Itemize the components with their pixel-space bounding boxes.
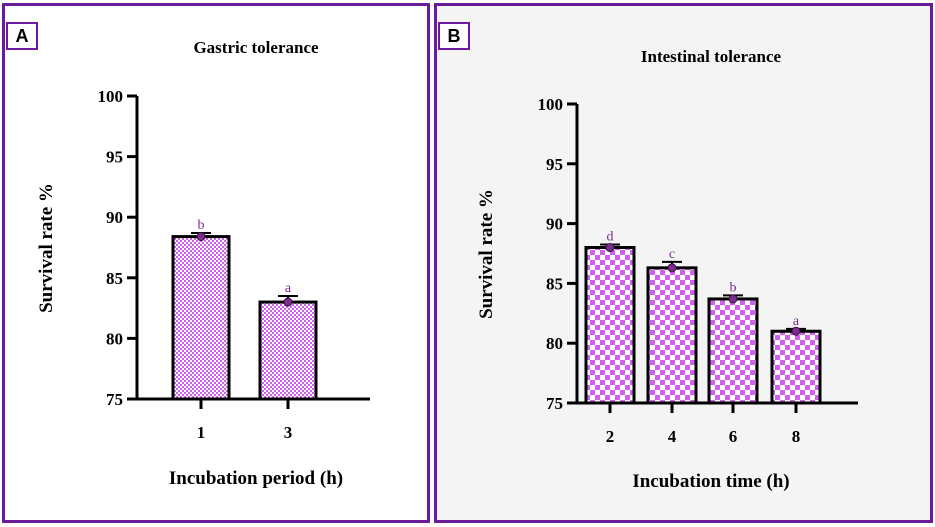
chart1-ytick-label-95: 95 xyxy=(106,148,123,167)
chart1-point-3 xyxy=(283,297,293,307)
chart2-title: Intestinal tolerance xyxy=(641,47,782,66)
chart2-point-4 xyxy=(667,263,677,273)
chart1-ytick-label-90: 90 xyxy=(106,208,123,227)
chart1-xtick-label-3: 3 xyxy=(284,423,293,442)
panel-b-label: B xyxy=(438,22,470,50)
chart2-letter-8: a xyxy=(793,314,800,329)
chart2-ytick-label-95: 95 xyxy=(546,155,563,174)
chart1-ytick-label-85: 85 xyxy=(106,269,123,288)
chart1-ytick-label-100: 100 xyxy=(98,87,124,106)
chart1-point-1 xyxy=(196,232,206,242)
chart2-ytick-label-90: 90 xyxy=(546,215,563,234)
chart2-point-2 xyxy=(605,243,615,253)
chart1-ytick-label-75: 75 xyxy=(106,390,123,409)
chart2-bar-4 xyxy=(646,266,698,405)
chart2-ytick-label-75: 75 xyxy=(546,394,563,413)
chart1-letter-1: b xyxy=(198,218,205,233)
panel-a-label: A xyxy=(6,22,38,50)
chart2-letter-2: d xyxy=(607,230,614,245)
chart2-letter-4: c xyxy=(669,247,675,262)
chart2-xtick-label-2: 2 xyxy=(606,427,615,446)
chart2-point-6 xyxy=(728,294,738,304)
chart1-letter-3: a xyxy=(285,281,292,296)
chart2-ylabel: Survival rate % xyxy=(476,189,497,319)
chart1-title: Gastric tolerance xyxy=(193,38,319,57)
chart2-xtick-label-8: 8 xyxy=(792,427,801,446)
chart2-ytick-label-85: 85 xyxy=(546,274,563,293)
chart2-bar-6 xyxy=(707,297,759,405)
chart2-letter-6: b xyxy=(730,280,737,295)
chart2-bar-2 xyxy=(584,246,636,405)
chart1-ylabel: Survival rate % xyxy=(36,183,57,313)
chart2-bar-8 xyxy=(770,329,822,405)
chart1-xtick-label-1: 1 xyxy=(197,423,206,442)
chart2-xtick-label-6: 6 xyxy=(729,427,738,446)
chart2-ytick-label-100: 100 xyxy=(538,95,564,114)
panel-b-frame xyxy=(434,3,933,523)
chart2-xlabel: Incubation time (h) xyxy=(632,471,789,492)
chart2-ytick-label-80: 80 xyxy=(546,334,563,353)
chart1-bar-3 xyxy=(258,300,318,401)
chart1-bar-1 xyxy=(171,235,231,401)
chart1-ytick-label-80: 80 xyxy=(106,329,123,348)
chart2-xtick-label-4: 4 xyxy=(668,427,677,446)
chart2-point-8 xyxy=(791,326,801,336)
chart1-xlabel: Incubation period (h) xyxy=(169,468,343,489)
